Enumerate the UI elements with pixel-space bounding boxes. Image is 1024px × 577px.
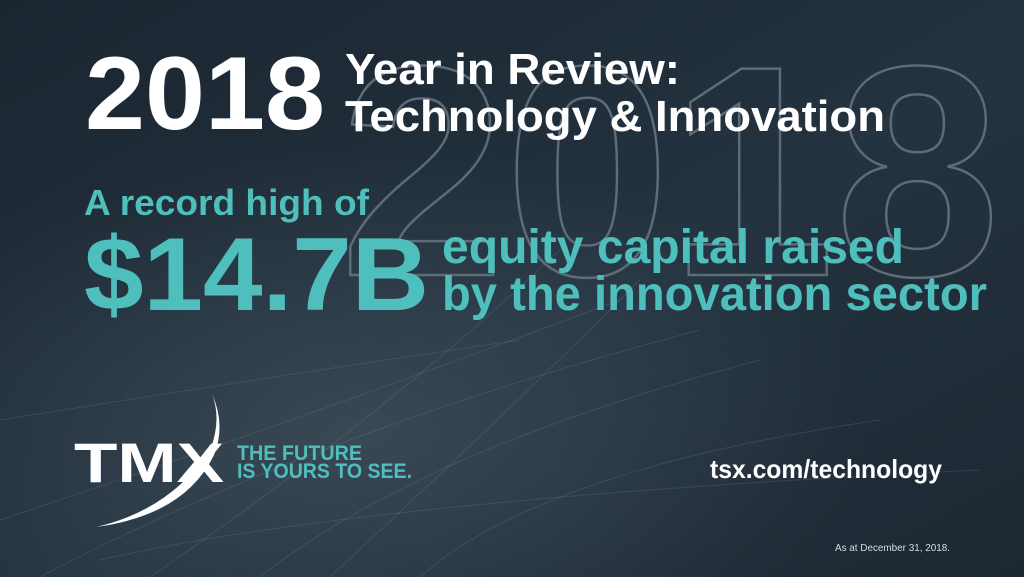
logo: TMX — [74, 431, 224, 494]
year: 2018 — [85, 36, 325, 152]
watermark-year: 2018 — [340, 3, 1000, 339]
tagline-line-1: THE FUTURE — [237, 442, 362, 465]
highlight-line-1: equity capital raised — [442, 221, 904, 274]
highlight-line-2: by the innovation sector — [442, 268, 987, 321]
title-line-1: Year in Review: — [345, 45, 680, 94]
highlight-intro: A record high of — [84, 182, 370, 223]
highlight-amount: $14.7B — [84, 217, 429, 333]
light-streaks — [0, 249, 981, 577]
footnote: As at December 31, 2018. — [835, 543, 950, 554]
title-line-2: Technology & Innovation — [345, 92, 885, 141]
tagline-line-2: IS YOURS TO SEE. — [237, 460, 412, 483]
url: tsx.com/technology — [710, 454, 943, 484]
